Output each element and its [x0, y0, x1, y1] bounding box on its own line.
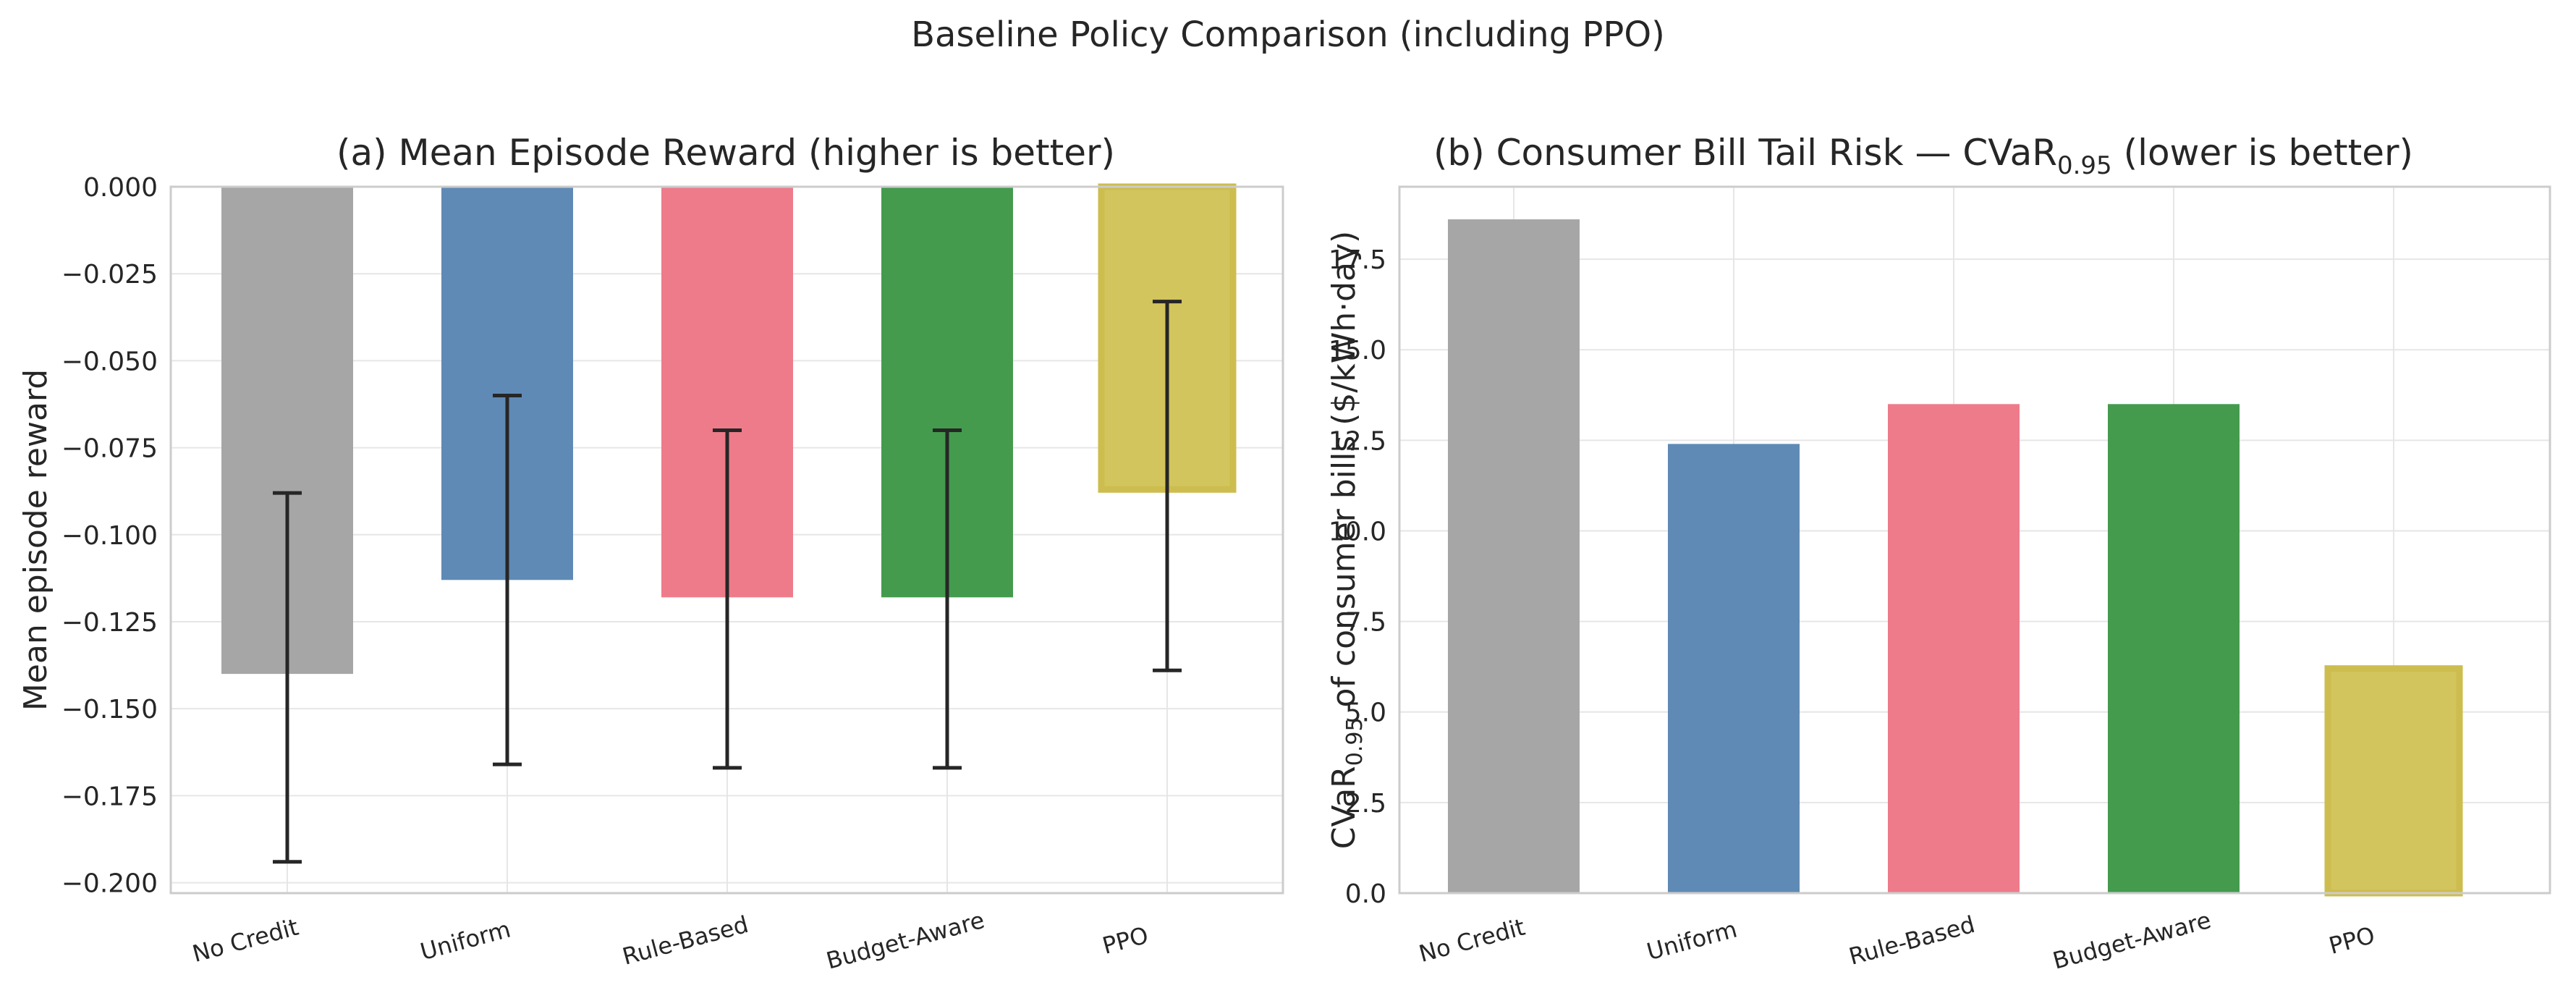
y-tick-label: 0.000: [83, 173, 158, 203]
y-tick-label: 12.5: [1329, 426, 1386, 456]
panel-b-ylabel-main: CVaR: [1326, 766, 1363, 849]
panel-a-reward-chart: (a) Mean Episode Reward (higher is bette…: [17, 132, 1284, 975]
y-tick-label: −0.200: [62, 869, 158, 899]
bar-no-credit: [1448, 219, 1580, 893]
x-tick-label: Rule-Based: [1846, 910, 1978, 971]
panel-a-y-ticks: 0.000 −0.025 −0.050 −0.075 −0.100 −0.125 −0.15…: [62, 173, 158, 899]
y-tick-label: −0.075: [62, 434, 158, 464]
bar-ppo: [2324, 665, 2463, 897]
y-tick-label: 17.5: [1329, 245, 1386, 275]
y-tick-label: 15.0: [1329, 336, 1386, 365]
y-tick-label: −0.100: [62, 521, 158, 551]
panel-b-bars: [1448, 219, 2463, 897]
panel-b-ylabel-suffix: of consumer bills ($/kWh·day): [1326, 231, 1363, 718]
panel-b-y-ticks: 0.0 2.5 5.0 7.5 10.0 12.5 15.0 17.5: [1329, 245, 1386, 909]
y-tick-label: −0.175: [62, 782, 158, 811]
y-tick-label: −0.125: [62, 608, 158, 638]
panel-b-title-main: (b) Consumer Bill Tail Risk — CVaR: [1433, 132, 2057, 174]
panel-b-ylabel-subscript: 0.95: [1342, 717, 1368, 766]
bar-uniform: [1668, 444, 1800, 893]
x-tick-label: Uniform: [418, 916, 514, 966]
x-tick-label: No Credit: [1416, 913, 1528, 968]
bar-rule-based: [1888, 404, 2020, 893]
y-tick-label: 0.0: [1345, 879, 1386, 909]
panel-b-title-suffix: (lower is better): [2112, 132, 2413, 174]
y-tick-label: −0.050: [62, 347, 158, 376]
x-tick-label: Uniform: [1644, 916, 1740, 966]
panel-b-x-ticks: No Credit Uniform Rule-Based Budget-Aware PP…: [1416, 906, 2378, 975]
y-tick-label: 5.0: [1345, 698, 1386, 728]
panel-a-ylabel: Mean episode reward: [17, 369, 54, 711]
x-tick-label: Rule-Based: [619, 910, 751, 971]
y-tick-label: −0.025: [62, 260, 158, 290]
y-tick-label: 2.5: [1345, 789, 1386, 819]
panel-a-x-ticks: No Credit Uniform Rule-Based Budget-Aware PP…: [190, 906, 1151, 975]
x-tick-label: PPO: [2326, 921, 2377, 960]
x-tick-label: Budget-Aware: [2050, 906, 2214, 975]
x-tick-label: No Credit: [190, 913, 302, 968]
bar-budget-aware: [2108, 404, 2240, 893]
panel-a-title: (a) Mean Episode Reward (higher is bette…: [336, 132, 1115, 174]
panel-a-error-bars: [273, 300, 1182, 864]
panel-b-frame: [1398, 185, 2551, 895]
x-tick-label: PPO: [1099, 921, 1151, 960]
x-tick-label: Budget-Aware: [823, 906, 988, 975]
panel-a-frame: [169, 185, 1284, 895]
y-tick-label: 10.0: [1329, 517, 1386, 546]
panel-b-title: (b) Consumer Bill Tail Risk — CVaR0.95 (…: [1433, 132, 2413, 180]
suptitle: Baseline Policy Comparison (including PP…: [911, 14, 1665, 55]
panel-b-cvar-chart: (b) Consumer Bill Tail Risk — CVaR0.95 (…: [1326, 132, 2551, 975]
panel-b-ylabel: CVaR0.95 of consumer bills ($/kWh·day): [1326, 231, 1368, 849]
panel-b-title-subscript: 0.95: [2057, 151, 2112, 180]
y-tick-label: 7.5: [1345, 608, 1386, 638]
y-tick-label: −0.150: [62, 695, 158, 724]
